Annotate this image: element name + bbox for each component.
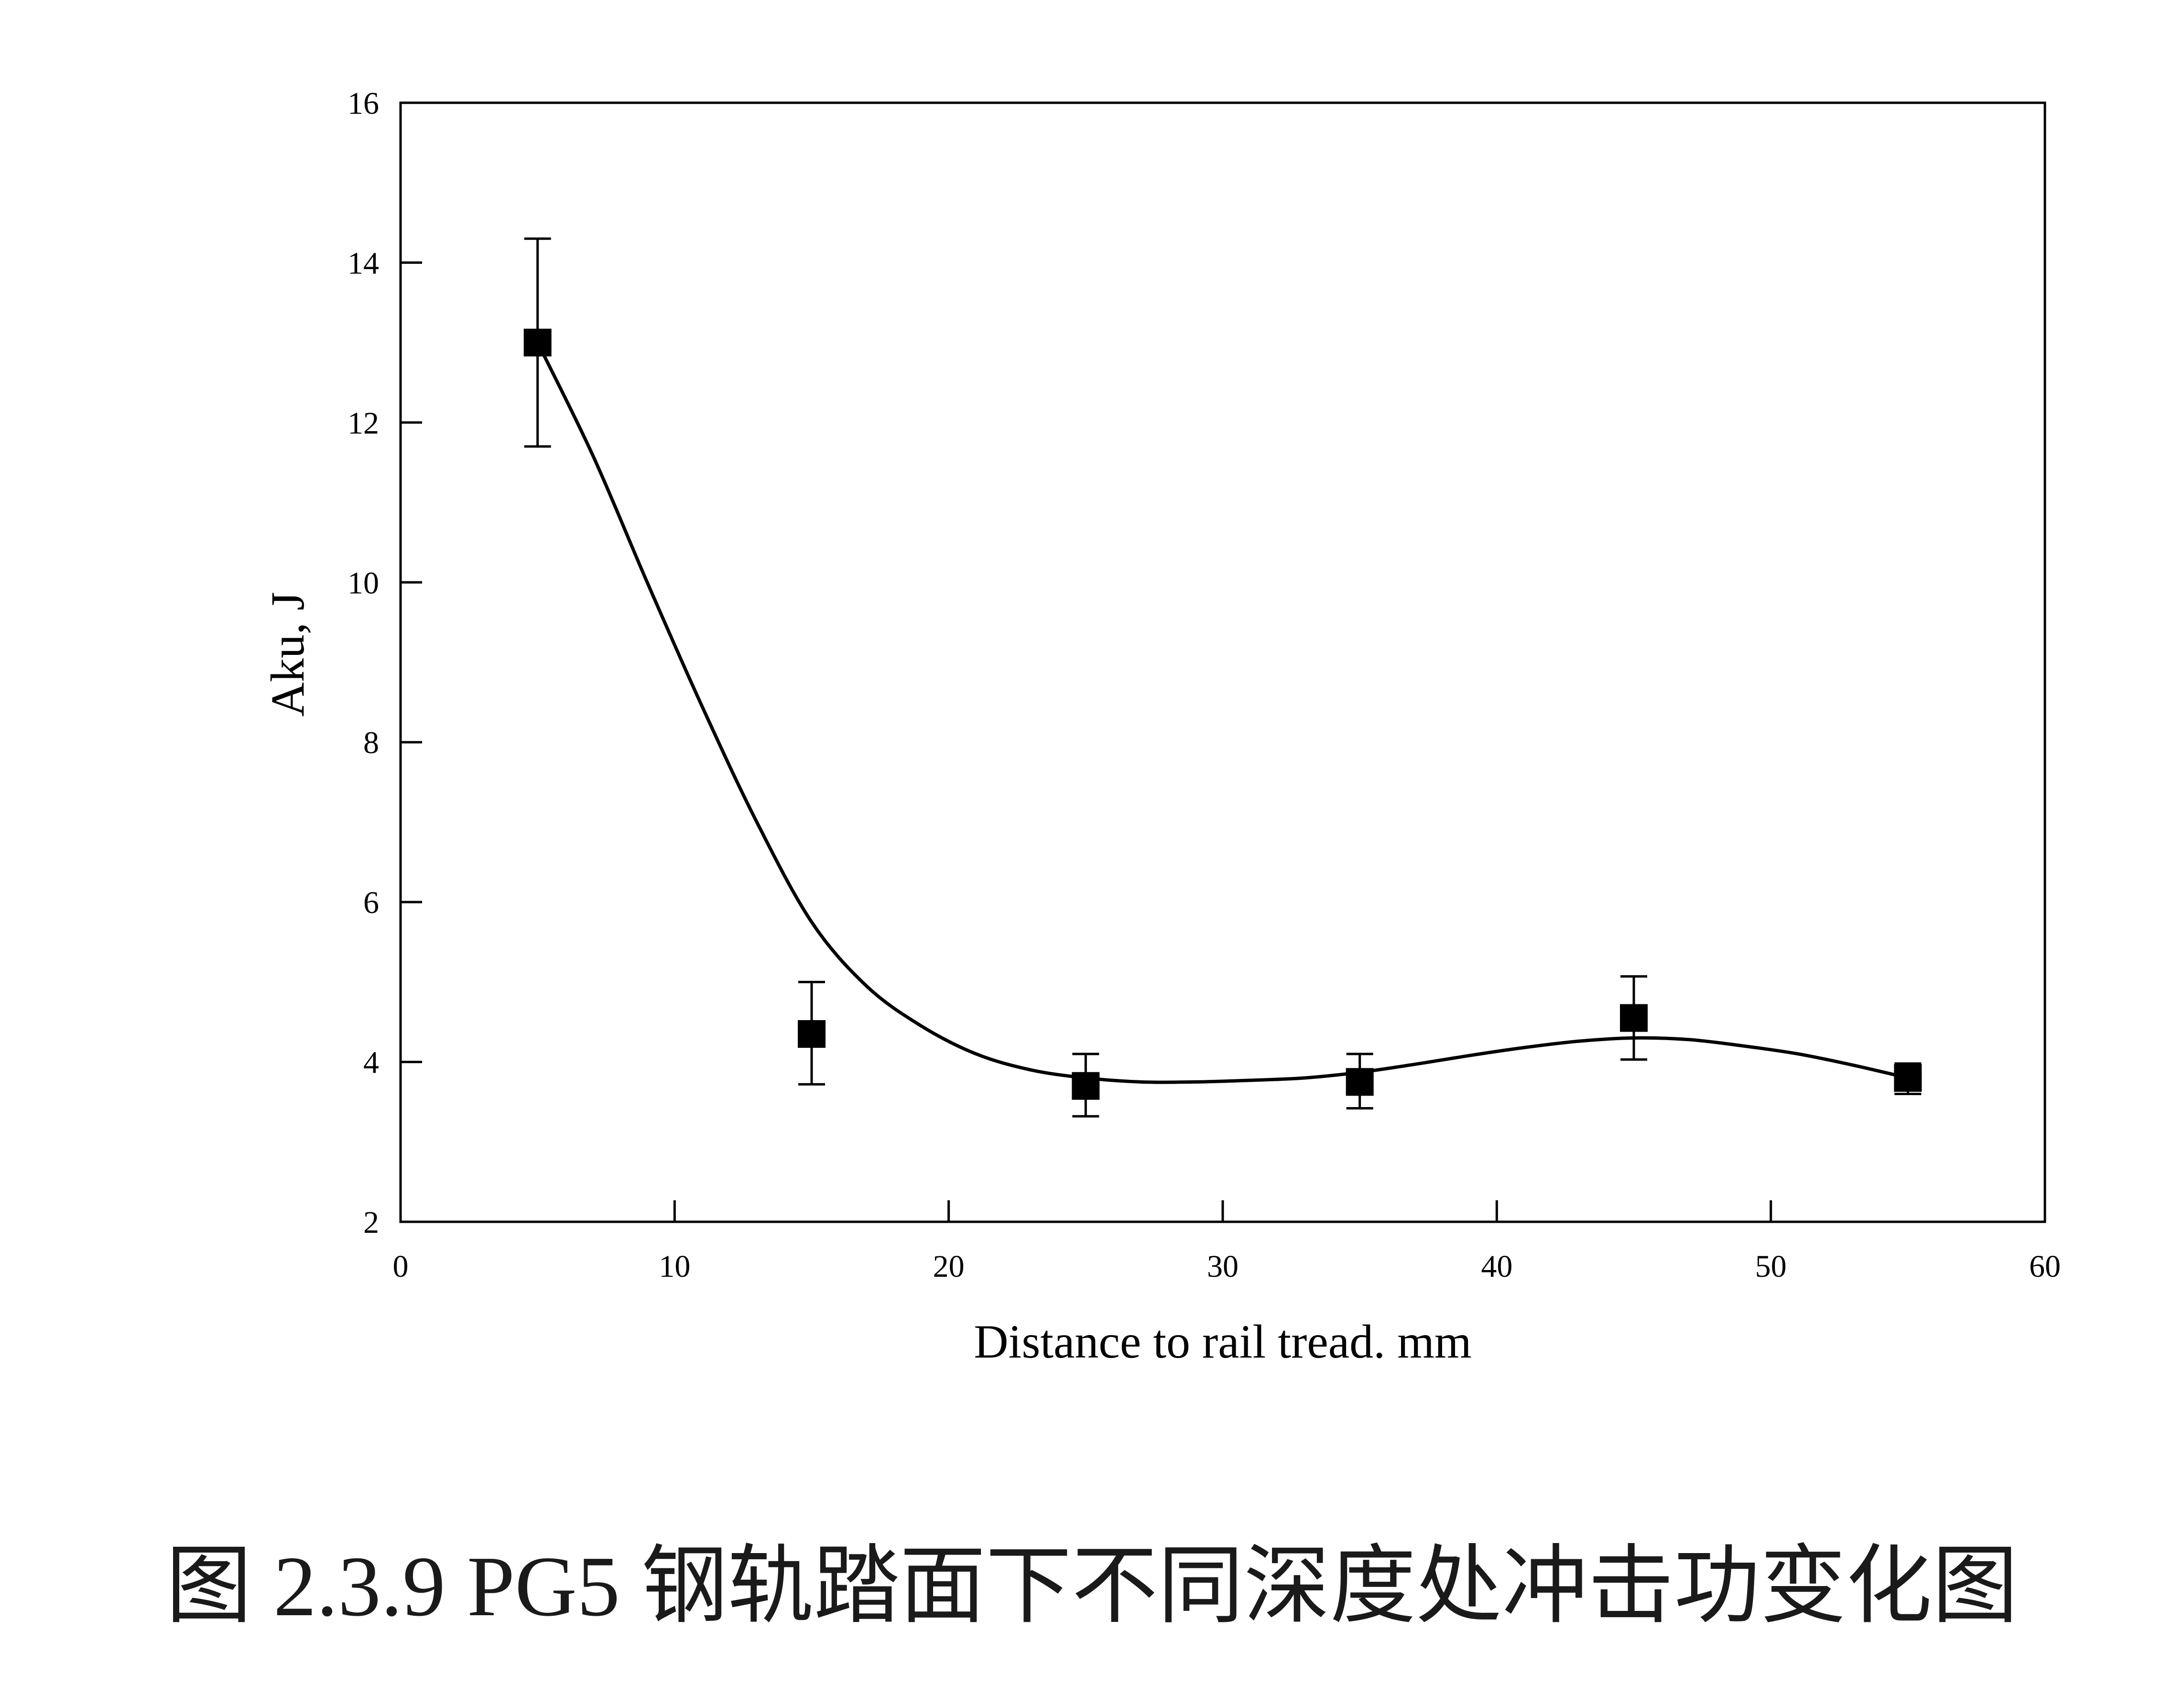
x-tick-label: 50 xyxy=(1755,1249,1787,1284)
y-tick-label: 4 xyxy=(363,1045,379,1080)
x-tick-label: 30 xyxy=(1207,1249,1239,1284)
data-point xyxy=(523,328,552,357)
data-point xyxy=(1346,1068,1374,1096)
data-point xyxy=(1894,1064,1922,1092)
x-tick-label: 20 xyxy=(933,1249,965,1284)
data-point xyxy=(1620,1004,1648,1032)
x-axis-title: Distance to rail tread. mm xyxy=(974,1315,1471,1368)
error-bars xyxy=(524,237,1922,1118)
y-tick-label: 10 xyxy=(348,565,379,600)
fit-curve xyxy=(536,342,1909,1084)
y-tick-label: 16 xyxy=(348,86,379,121)
y-tick-label: 12 xyxy=(348,406,379,441)
x-axis-ticks: 0 10 20 30 40 50 60 xyxy=(393,1200,2061,1284)
y-tick-label: 8 xyxy=(363,726,379,761)
figure-caption: 图 2.3.9 PG5 钢轨踏面下不同深度处冲击功变化图 xyxy=(165,1539,2019,1634)
x-tick-label: 40 xyxy=(1481,1249,1512,1284)
data-point xyxy=(798,1020,826,1048)
y-tick-label: 6 xyxy=(363,885,379,920)
y-tick-label: 14 xyxy=(348,246,379,281)
y-axis-title: Aku, J xyxy=(261,592,314,717)
y-axis-ticks: 2 4 6 8 10 12 14 16 xyxy=(348,86,422,1240)
data-point xyxy=(1072,1072,1100,1100)
y-tick-label: 2 xyxy=(363,1205,379,1240)
data-markers xyxy=(523,328,1922,1100)
x-tick-label: 0 xyxy=(393,1249,409,1284)
x-tick-label: 60 xyxy=(2029,1249,2061,1284)
x-tick-label: 10 xyxy=(659,1249,690,1284)
